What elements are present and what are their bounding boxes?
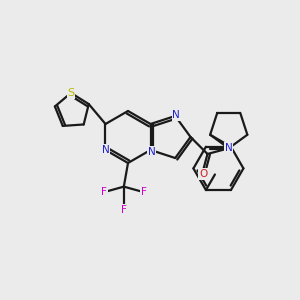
Text: N: N	[225, 143, 232, 153]
Text: O: O	[199, 169, 207, 179]
Text: N: N	[102, 145, 110, 155]
Text: N: N	[148, 147, 155, 157]
Text: N: N	[172, 110, 180, 120]
Text: F: F	[101, 187, 107, 196]
Text: F: F	[141, 187, 147, 196]
Text: S: S	[68, 88, 74, 98]
Text: F: F	[121, 205, 127, 214]
